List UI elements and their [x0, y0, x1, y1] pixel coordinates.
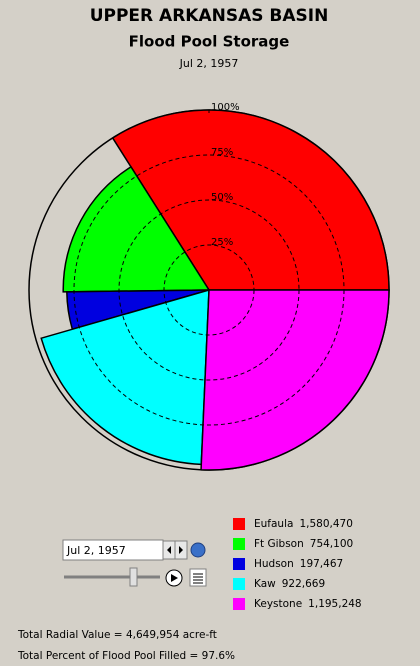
wedge	[111, 109, 390, 291]
total-radial: Total Radial Value = 4,649,954 acre-ft	[17, 629, 217, 641]
legend-swatch	[233, 578, 245, 590]
legend-swatch	[233, 558, 245, 570]
ring-label: 50%	[211, 192, 233, 203]
legend-swatch	[233, 538, 245, 550]
ring-label: 25%	[211, 237, 233, 248]
legend-swatch	[233, 518, 245, 530]
legend-name: Keystone	[254, 598, 302, 610]
ring	[118, 199, 300, 381]
legend: Eufaula 1,580,470 Ft Gibson 754,100 Hudson 19…	[233, 518, 362, 610]
legend-value: 1,195,248	[308, 598, 361, 610]
ring-label: 100%	[211, 102, 240, 113]
date-field-text[interactable]: Jul 2, 1957	[66, 544, 126, 557]
globe-button[interactable]	[190, 542, 206, 558]
legend-value: 922,669	[282, 578, 325, 590]
prev-icon	[167, 546, 171, 554]
wedge	[200, 289, 390, 471]
total-percent: Total Percent of Flood Pool Filled = 97.…	[17, 650, 235, 662]
ring	[73, 154, 345, 426]
plot: 25% 50% 75% 100%	[28, 102, 390, 471]
chart-date: Jul 2, 1957	[179, 57, 239, 70]
legend-name: Ft Gibson	[254, 538, 304, 550]
chart-title: UPPER ARKANSAS BASIN	[90, 6, 329, 26]
legend-value: 197,467	[300, 558, 343, 570]
legend-name: Eufaula	[254, 518, 293, 530]
legend-value: 754,100	[310, 538, 353, 550]
report-icon	[193, 573, 203, 584]
legend-name: Kaw	[254, 578, 276, 590]
slider-thumb[interactable]	[129, 567, 138, 587]
legend-name: Hudson	[254, 558, 294, 570]
legend-swatch	[233, 598, 245, 610]
wedge	[62, 165, 211, 293]
ring-label: 75%	[211, 147, 233, 158]
play-icon	[171, 574, 178, 582]
wedge	[40, 288, 210, 466]
legend-value: 1,580,470	[299, 518, 352, 530]
next-icon	[179, 546, 183, 554]
chart-subtitle: Flood Pool Storage	[129, 33, 290, 51]
ring	[163, 244, 255, 336]
